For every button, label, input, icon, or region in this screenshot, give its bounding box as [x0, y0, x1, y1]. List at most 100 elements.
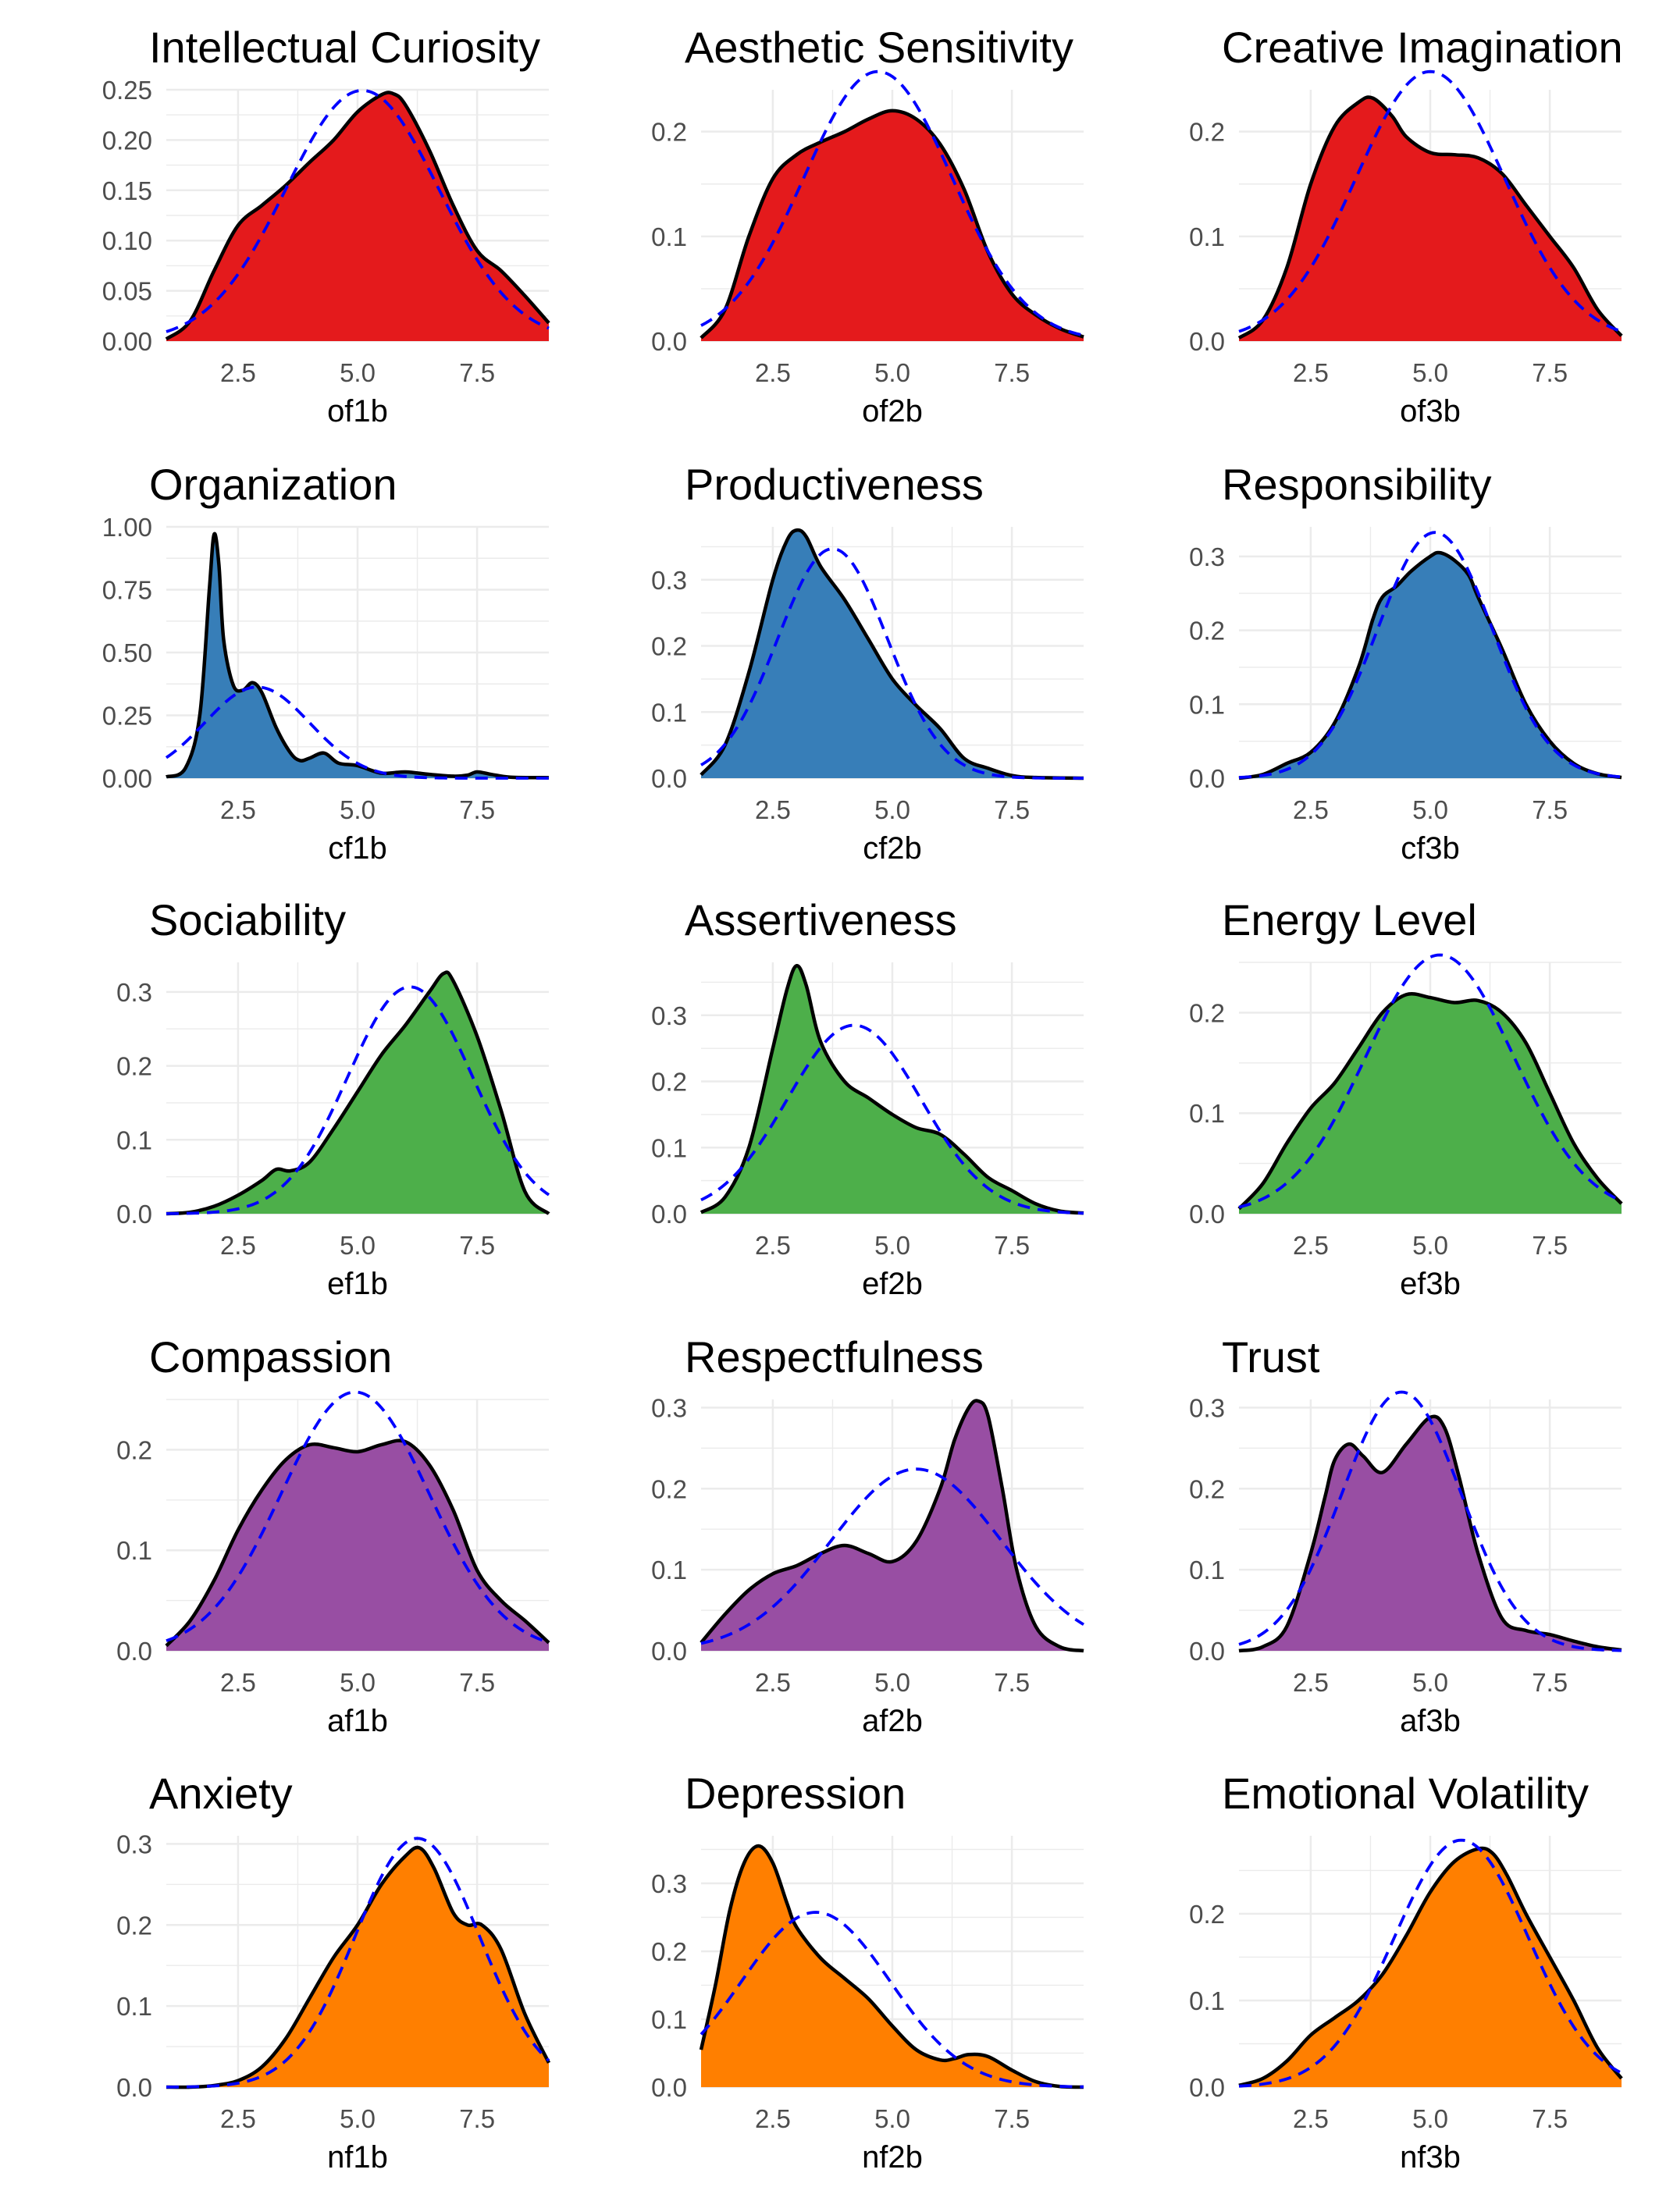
x-axis-title: cf3b: [1401, 831, 1460, 866]
density-line: [699, 1844, 1084, 2089]
x-tick-label: 2.5: [1293, 2104, 1329, 2133]
x-tick-label: 2.5: [755, 2104, 791, 2133]
x-tick-label: 2.5: [755, 1231, 791, 1260]
x-tick-label: 5.0: [340, 1668, 376, 1697]
panel-title: Compassion: [149, 1332, 392, 1382]
normal-curve: [166, 88, 550, 333]
y-tick-label: 0.0: [1189, 1637, 1225, 1666]
density-line: [700, 528, 1084, 781]
normal-curve: [1238, 953, 1622, 1209]
x-tick-label: 7.5: [1532, 795, 1568, 824]
y-tick-label: 0.0: [651, 764, 687, 793]
x-axis-title: nf2b: [862, 2140, 923, 2175]
normal-curve: [1238, 1838, 1622, 2088]
x-axis-title: ef1b: [327, 1267, 388, 1301]
y-tick-label: 0.0: [116, 1637, 152, 1666]
y-tick-label: 0.2: [116, 1911, 152, 1940]
y-tick-label: 0.2: [1189, 1900, 1225, 1929]
x-axis-title: af1b: [327, 1704, 388, 1738]
panel-title: Depression: [685, 1769, 906, 1818]
density-panel: 0.0 0.1 0.2 2.5 5.0 7.5 nf3b Emotional Volatili…: [1189, 1769, 1623, 2175]
density-area: [1239, 552, 1622, 778]
density-panel: 0.0 0.1 0.2 2.5 5.0 7.5 ef3b Energy Level: [1189, 895, 1623, 1301]
x-axis-title: of2b: [862, 394, 923, 429]
y-tick-label: 0.2: [116, 1052, 152, 1081]
x-tick-label: 7.5: [459, 1668, 495, 1697]
y-tick-label: 0.2: [651, 1474, 687, 1503]
density-line: [165, 91, 550, 341]
x-tick-label: 5.0: [874, 1668, 910, 1697]
y-tick-label: 0.0: [1189, 764, 1225, 793]
x-tick-label: 2.5: [1293, 1668, 1329, 1697]
y-tick-label: 0.0: [651, 2073, 687, 2102]
y-tick-label: 0.3: [651, 1393, 687, 1422]
y-tick-label: 0.1: [116, 1536, 152, 1565]
y-tick-label: 0.75: [102, 576, 152, 605]
x-axis-title: nf1b: [327, 2140, 388, 2175]
density-area: [701, 530, 1084, 778]
y-tick-label: 0.50: [102, 638, 152, 667]
x-tick-label: 7.5: [1532, 358, 1568, 387]
panel-title: Assertiveness: [685, 895, 957, 944]
x-tick-label: 2.5: [755, 1668, 791, 1697]
panel-title: Emotional Volatility: [1222, 1769, 1589, 1818]
density-area: [701, 110, 1084, 341]
density-panel: 0.0 0.1 0.2 0.3 2.5 5.0 7.5 cf2b Productiveness: [651, 460, 1084, 866]
x-axis-title: of1b: [327, 394, 388, 429]
panel-title: Aesthetic Sensitivity: [685, 23, 1073, 72]
normal-curve: [700, 547, 1084, 780]
y-tick-label: 0.1: [1189, 690, 1225, 719]
panel-title: Intellectual Curiosity: [149, 23, 540, 72]
y-tick-label: 0.3: [116, 978, 152, 1007]
normal-curve: [700, 1467, 1085, 1645]
panel-title: Productiveness: [685, 460, 984, 509]
density-area: [701, 966, 1084, 1214]
x-axis-title: cf2b: [863, 831, 922, 866]
x-tick-label: 7.5: [1532, 1231, 1568, 1260]
x-tick-label: 7.5: [1532, 1668, 1568, 1697]
y-tick-label: 0.1: [651, 222, 687, 251]
y-tick-label: 0.2: [651, 1937, 687, 1966]
x-tick-label: 2.5: [220, 1231, 256, 1260]
panel-title: Respectfulness: [685, 1332, 984, 1382]
x-tick-label: 5.0: [1412, 358, 1448, 387]
density-line: [700, 963, 1084, 1215]
y-tick-label: 1.00: [102, 513, 152, 542]
normal-curve: [1238, 69, 1622, 333]
y-tick-label: 0.2: [651, 118, 687, 147]
x-tick-label: 7.5: [459, 358, 495, 387]
x-tick-label: 2.5: [755, 358, 791, 387]
density-line: [166, 532, 550, 780]
density-area: [701, 1400, 1084, 1651]
x-axis-title: nf3b: [1400, 2140, 1461, 2175]
density-area: [1239, 97, 1622, 341]
y-tick-label: 0.05: [102, 277, 152, 306]
x-axis-title: cf1b: [328, 831, 387, 866]
x-tick-label: 2.5: [220, 795, 256, 824]
density-line: [166, 970, 550, 1216]
normal-curve: [700, 1911, 1084, 2089]
y-tick-label: 0.2: [1189, 998, 1225, 1027]
x-tick-label: 7.5: [459, 2104, 495, 2133]
y-tick-label: 0.2: [1189, 118, 1225, 147]
x-tick-label: 5.0: [874, 1231, 910, 1260]
density-line: [700, 108, 1084, 340]
y-tick-label: 0.0: [116, 1200, 152, 1229]
y-tick-label: 0.3: [1189, 1393, 1225, 1422]
y-tick-label: 0.3: [651, 566, 687, 595]
density-area: [1239, 1847, 1622, 2087]
y-tick-label: 0.1: [1189, 1556, 1225, 1584]
x-tick-label: 5.0: [340, 1231, 376, 1260]
normal-curve: [166, 985, 550, 1215]
y-tick-label: 0.00: [102, 327, 152, 356]
x-axis-title: ef2b: [862, 1267, 923, 1301]
x-tick-label: 2.5: [755, 795, 791, 824]
x-tick-label: 7.5: [459, 795, 495, 824]
y-tick-label: 0.1: [1189, 222, 1225, 251]
panel-title: Creative Imagination: [1222, 23, 1623, 72]
y-tick-label: 0.2: [1189, 1474, 1225, 1503]
density-area: [166, 533, 549, 778]
y-tick-label: 0.2: [116, 1435, 152, 1464]
x-tick-label: 5.0: [874, 795, 910, 824]
y-tick-label: 0.1: [1189, 1986, 1225, 2015]
